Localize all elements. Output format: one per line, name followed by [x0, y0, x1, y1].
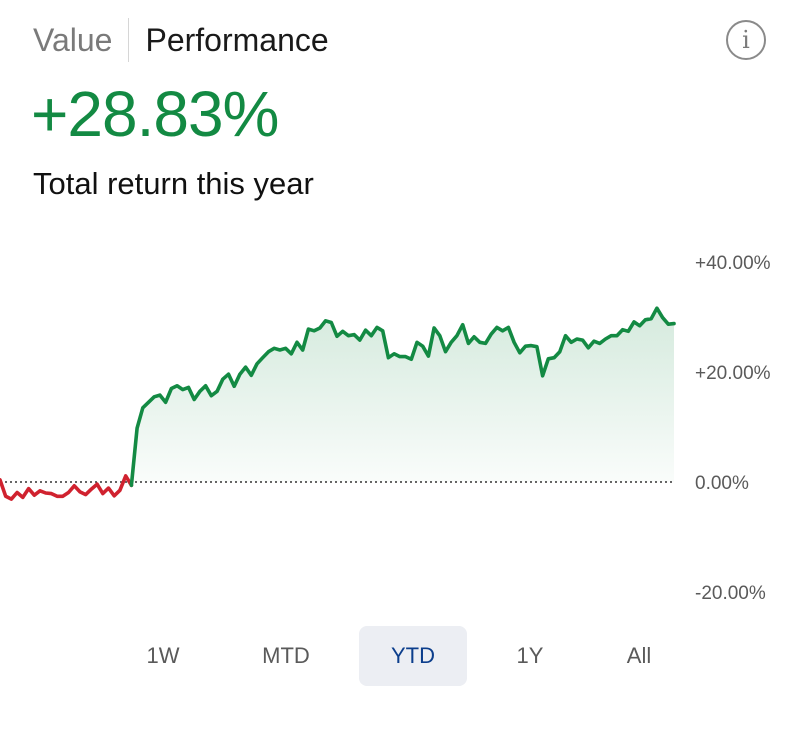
y-tick-label: 0.00%	[695, 473, 749, 494]
tab-performance[interactable]: Performance	[145, 22, 329, 58]
positive-area-fill	[131, 308, 674, 486]
y-tick-label: +20.00%	[695, 363, 771, 384]
range-1y-button[interactable]: 1Y	[516, 643, 544, 668]
total-return-caption: Total return this year	[33, 166, 314, 201]
info-icon[interactable]: i	[726, 20, 766, 60]
positive-series-line	[129, 306, 676, 488]
time-range-selector: 1W MTD YTD 1Y All	[110, 626, 710, 686]
performance-chart: +40.00% +20.00% 0.00% -20.00%	[0, 253, 771, 604]
range-all-button[interactable]: All	[626, 643, 652, 668]
chart-area-group	[131, 308, 674, 486]
y-tick-label: +40.00%	[695, 253, 771, 274]
chart-lines-group	[0, 306, 676, 501]
info-icon-glyph: i	[742, 26, 750, 54]
range-mtd-button[interactable]: MTD	[262, 643, 310, 668]
negative-series-line	[0, 474, 134, 501]
total-return-value: +28.83%	[31, 78, 279, 150]
tab-divider	[128, 18, 130, 62]
range-1w-button[interactable]: 1W	[146, 643, 180, 668]
range-ytd-button[interactable]: YTD	[359, 626, 467, 686]
view-tabs: Value Performance	[33, 18, 329, 62]
tab-value[interactable]: Value	[33, 22, 113, 58]
y-tick-label: -20.00%	[695, 583, 766, 604]
y-axis-ticks: +40.00% +20.00% 0.00% -20.00%	[695, 253, 771, 604]
